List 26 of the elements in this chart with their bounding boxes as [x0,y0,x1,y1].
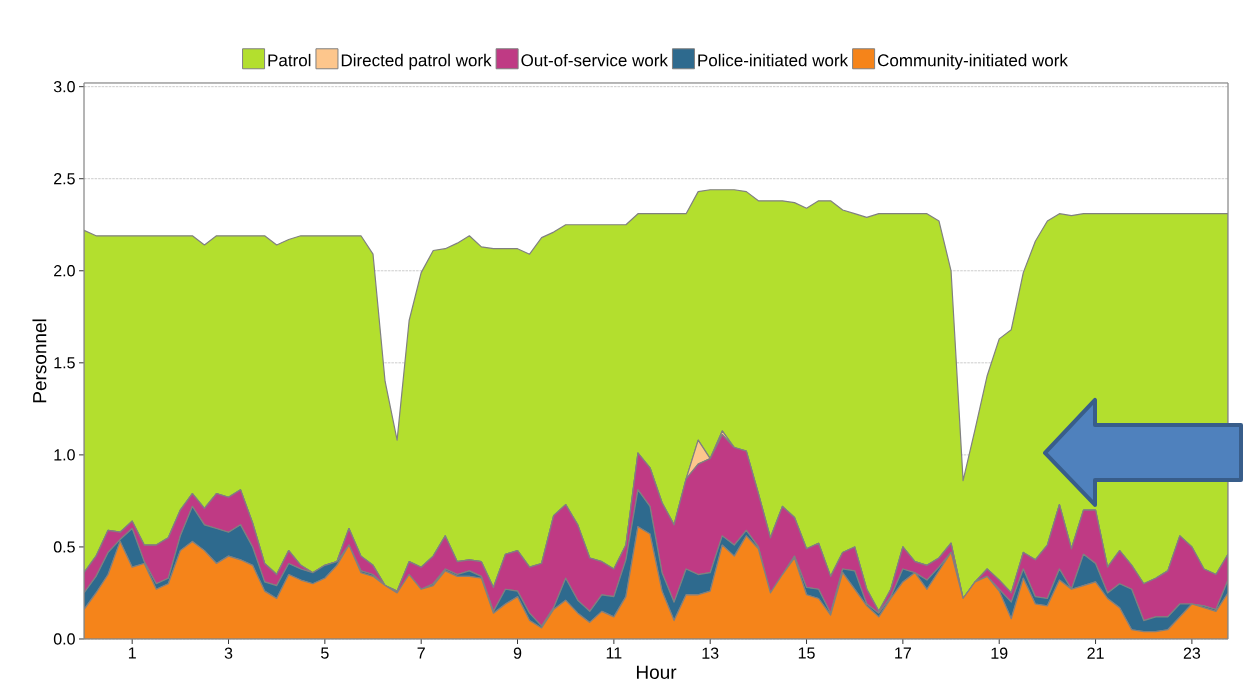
x-tick-label: 17 [895,647,911,659]
x-tick-label: 13 [702,647,719,659]
legend-label: Police-initiated work [698,53,849,67]
x-tick-label: 1 [128,647,136,659]
x-tick-label: 15 [798,647,815,659]
legend-label: Directed patrol work [341,53,492,70]
legend-label: Community-initiated work [877,53,1068,70]
x-tick-label: 19 [991,647,1008,659]
x-tick-label: 23 [1183,647,1201,659]
y-tick-label: 2.0 [54,265,75,277]
y-tick-label: 1.5 [54,357,75,369]
x-tick-label: 21 [1087,647,1104,659]
y-tick-label: 1.0 [54,449,75,461]
x-tick-label: 7 [417,647,425,659]
legend-label: Out-of-service work [521,53,668,67]
legend-label: Patrol [268,53,311,67]
x-axis-title: Hour [636,665,677,679]
x-tick-label: 3 [224,647,233,659]
y-axis-title: Personnel [32,319,47,403]
y-tick-label: 3.0 [53,81,75,93]
x-tick-label: 11 [606,647,622,659]
x-tick-label: 9 [513,647,522,659]
x-tick-label: 5 [321,647,329,659]
y-tick-label: 0.0 [53,633,75,645]
y-tick-label: 2.5 [54,173,75,185]
y-tick-label: 0.5 [53,541,75,553]
